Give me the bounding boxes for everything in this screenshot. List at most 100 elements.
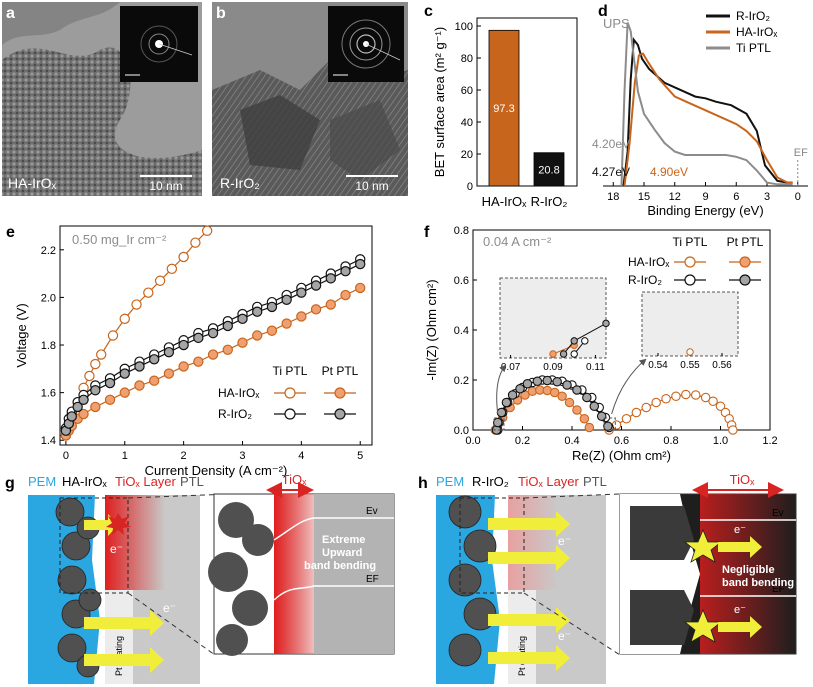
chart-d-xtick-label: 12 [669, 191, 681, 203]
chart-d-legend-label: Ti PTL [736, 41, 771, 55]
chart-e-xtick-label: 5 [357, 450, 363, 462]
chart-d-xtick-label: 9 [702, 191, 708, 203]
chart-e-xtick-label: 1 [122, 450, 128, 462]
chart-e-legend-marker [334, 408, 346, 420]
chart-f-ytick-label: 0.0 [454, 425, 469, 437]
chart-f-inset-frame [499, 277, 607, 359]
panel-g-blocked-star-icon [106, 513, 131, 535]
chart-f-legend-label: HA-IrOₓ [628, 255, 669, 269]
chart-f-inset-xtick-label: 0.09 [543, 362, 563, 373]
chart-d-xlabel: Binding Energy (eV) [647, 203, 763, 218]
chart-f-legend-header: Ti PTL [673, 235, 708, 249]
chart-f-legend-marker [739, 256, 751, 268]
chart-e-point [237, 337, 248, 348]
panel-g-ef-label: EF [366, 574, 379, 585]
chart-f-ytick-label: 0.2 [454, 375, 469, 387]
chart-f-point [522, 378, 533, 389]
chart-e-point [201, 225, 213, 236]
panel-g-catalyst-label: HA-IrOₓ [62, 474, 107, 489]
chart-e-point [325, 299, 336, 310]
chart-f-point [564, 397, 575, 408]
chart-f-legend-marker [684, 256, 696, 268]
chart-f-point [579, 413, 590, 424]
chart-f-ytick-label: 0.8 [454, 225, 469, 237]
chart-f-point [621, 413, 632, 424]
chart-f-point [715, 401, 726, 411]
chart-f-inset-frame [641, 291, 739, 357]
chart-f-xtick-label: 0.6 [614, 435, 629, 447]
chart-f-point [501, 397, 512, 408]
chart-d-xtick-label: 0 [795, 191, 801, 203]
chart-e-point [90, 401, 101, 413]
panel-d-letter: d [598, 3, 608, 20]
chart-e-frame [59, 225, 373, 446]
chart-e-point [222, 344, 233, 355]
chart-e-xtick-label: 0 [63, 450, 69, 462]
chart-d-fermi-label: EF [794, 147, 808, 159]
chart-f-point [562, 380, 572, 390]
panel-g-ev-line [273, 517, 394, 541]
chart-e-point [78, 394, 89, 405]
chart-f-inset-xtick-label: 0.54 [648, 360, 668, 371]
chart-f-point [671, 391, 681, 401]
chart-e-point [355, 258, 366, 270]
panel-h-ef-label: EF [772, 584, 785, 595]
panel-h-electron-label-4: e⁻ [734, 604, 746, 616]
chart-f-point [492, 417, 503, 428]
chart-e-ylabel: Voltage (V) [14, 303, 29, 367]
panel-g-bending-line-1: Extreme [322, 534, 365, 546]
chart-c-ytick-label: 60 [461, 85, 473, 97]
chart-c-category-label: R-IrO₂ [531, 194, 568, 209]
chart-d-onset-label: 4.90eV [650, 165, 688, 179]
chart-f-ylabel: -Im(Z) (Ohm cm²) [424, 279, 439, 380]
chart-f-inset-point [549, 350, 557, 358]
chart-e-point [178, 339, 189, 351]
chart-c-ytick-label: 40 [461, 117, 473, 129]
chart-d-xtick-label: 3 [764, 191, 770, 203]
panel-h-pt-coating [508, 590, 536, 684]
chart-e-point [266, 301, 278, 313]
scalebar-a-label: 10 nm [149, 179, 182, 193]
chart-d-xtick-label: 6 [733, 191, 739, 203]
chart-d-series-line [620, 22, 793, 187]
panel-h-star-icon-2 [683, 608, 723, 643]
chart-e-legend-label: R-IrO₂ [218, 407, 252, 421]
panel-g-electron-label-1: e⁻ [110, 542, 123, 556]
chart-f-point [542, 375, 552, 386]
chart-e-point [310, 280, 322, 291]
panel-g-letter: g [5, 475, 15, 492]
panel-b-sample-label: R-IrO₂ [220, 175, 260, 191]
panel-g: g PEM HA-IrOₓ TiOₓ Layer PTL Pt coating … [5, 472, 395, 684]
chart-e-legend-marker [284, 387, 296, 399]
panel-h-electron-arrows [488, 511, 570, 671]
chart-f-xtick-label: 0.0 [465, 435, 480, 447]
chart-f-inset-point [570, 337, 578, 345]
chart-e-point [66, 411, 77, 422]
chart-d: d 18 15 12 9 6 3 0 Binding Energy (eV) EF R-IrO₂ H… [592, 3, 808, 218]
chart-f-point [557, 391, 567, 401]
chart-e-point [166, 263, 178, 275]
panel-g-electron-label-2: e⁻ [163, 601, 176, 615]
chart-e-point [190, 237, 201, 248]
chart-f-point [589, 401, 600, 411]
chart-e-point [90, 358, 101, 370]
scalebar-b-label: 10 nm [355, 179, 388, 193]
chart-e-ytick-label: 1.4 [41, 435, 56, 447]
chart-e-point [148, 375, 160, 386]
panel-a: a HA-IrOₓ 10 nm [2, 2, 202, 196]
chart-f-point [582, 392, 592, 403]
chart-f-xtick-label: 0.2 [515, 435, 530, 447]
chart-e-legend-marker [284, 408, 296, 420]
chart-f-legend-label: R-IrO₂ [628, 273, 662, 287]
chart-e-point [355, 282, 366, 294]
panel-e-letter: e [6, 224, 15, 241]
chart-e-point [134, 361, 145, 372]
chart-c-category-label: HA-IrOₓ [482, 194, 527, 209]
chart-f-inset-point [581, 337, 589, 345]
panel-g-bending-line-3: band bending [304, 560, 376, 572]
panel-h-electron-label-2: e⁻ [558, 629, 571, 643]
chart-c-ylabel: BET surface area (m² g⁻¹) [432, 27, 447, 177]
chart-f-point [572, 405, 582, 415]
chart-f-xtick-label: 0.8 [663, 435, 678, 447]
chart-e-annotation: 0.50 mg_Ir cm⁻² [72, 232, 167, 247]
